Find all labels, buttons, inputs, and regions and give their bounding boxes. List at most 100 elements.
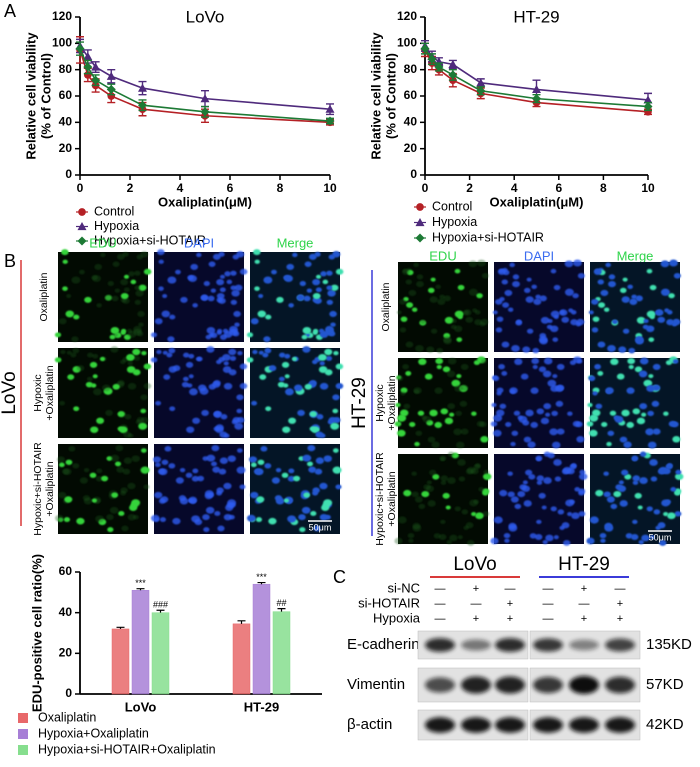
bar [131, 590, 150, 695]
nucleus [605, 387, 614, 395]
nucleus [185, 361, 194, 368]
nucleus [547, 318, 553, 324]
nucleus [655, 309, 664, 316]
nucleus [303, 492, 311, 498]
nucleus [101, 384, 111, 392]
nucleus [434, 421, 443, 429]
microscopy-tile [54, 249, 152, 343]
nucleus [594, 364, 601, 370]
nucleus [626, 421, 635, 429]
row-label: Oxaliplatin [38, 272, 50, 321]
nucleus [197, 384, 207, 392]
blot-band [461, 676, 491, 694]
nucleus [61, 468, 70, 475]
nucleus [665, 360, 672, 366]
nucleus [526, 328, 534, 334]
nucleus [122, 251, 129, 257]
nucleus [236, 448, 243, 453]
microscopy-tile [150, 346, 248, 438]
nucleus [140, 466, 150, 474]
nucleus [416, 280, 424, 288]
nucleus [275, 467, 282, 473]
nucleus [59, 400, 66, 406]
marker [106, 71, 116, 80]
nucleus [123, 431, 132, 438]
nucleus [315, 274, 322, 279]
nucleus [99, 356, 106, 362]
nucleus [632, 456, 638, 462]
nucleus [63, 517, 71, 523]
nucleus [288, 468, 295, 474]
nucleus [172, 517, 181, 525]
column-header: EDU [89, 235, 116, 250]
microscopy-tile [588, 259, 681, 354]
nucleus [406, 302, 414, 308]
nucleus [72, 463, 80, 469]
nucleus [578, 473, 588, 480]
nucleus [168, 463, 176, 469]
nucleus [639, 357, 649, 365]
nucleus [608, 280, 616, 288]
y-tick-label: 0 [65, 167, 72, 181]
bar [151, 612, 170, 695]
treatment-sign: + [581, 613, 587, 625]
y-axis-label: (% of Control) [38, 53, 53, 139]
nucleus [455, 410, 462, 417]
nucleus [551, 410, 558, 417]
nucleus [127, 382, 137, 390]
nucleus [431, 441, 440, 449]
nucleus [660, 288, 670, 296]
tile-background [250, 348, 340, 438]
nucleus [285, 388, 294, 396]
y-tick-label: 60 [59, 88, 73, 102]
nucleus [649, 459, 658, 466]
nucleus [124, 414, 132, 420]
nucleus [539, 295, 547, 302]
nucleus [532, 347, 540, 354]
nucleus [326, 299, 334, 305]
nucleus [114, 288, 121, 293]
nucleus [319, 482, 328, 490]
nucleus [672, 359, 679, 364]
nucleus [403, 403, 411, 409]
nucleus [447, 403, 456, 410]
marker [448, 70, 458, 80]
treatment-sign: + [617, 598, 623, 610]
nucleus [400, 391, 406, 396]
chart-title: HT-29 [513, 7, 559, 26]
nucleus [79, 269, 85, 275]
nucleus [499, 403, 507, 409]
nucleus [169, 406, 176, 412]
nucleus [465, 316, 474, 323]
nucleus [207, 492, 215, 498]
nucleus [216, 278, 225, 286]
nucleus [264, 347, 272, 354]
nucleus [445, 505, 451, 510]
nucleus [434, 387, 443, 394]
panel-label: B [4, 251, 16, 271]
nucleus [572, 293, 579, 299]
nucleus [134, 270, 141, 276]
microscopy-tile [54, 346, 152, 438]
marker [200, 107, 210, 117]
nucleus [288, 417, 297, 424]
treatment-sign: — [543, 598, 554, 610]
nucleus [606, 496, 615, 503]
nucleus [649, 535, 655, 540]
nucleus [542, 540, 548, 545]
nucleus [473, 499, 479, 505]
protein-label: E-cadherin [347, 636, 420, 653]
blot-band [461, 717, 491, 733]
nucleus [430, 328, 438, 334]
nucleus [496, 316, 504, 322]
x-tick-label: 8 [277, 181, 284, 195]
nucleus [535, 294, 541, 300]
blot-band [569, 676, 599, 694]
column-header: DAPI [524, 248, 554, 263]
nucleus [252, 349, 258, 355]
nucleus [409, 421, 416, 428]
nucleus [312, 292, 321, 300]
nucleus [192, 417, 201, 424]
y-tick-label: 120 [397, 9, 417, 23]
nucleus [627, 284, 633, 290]
